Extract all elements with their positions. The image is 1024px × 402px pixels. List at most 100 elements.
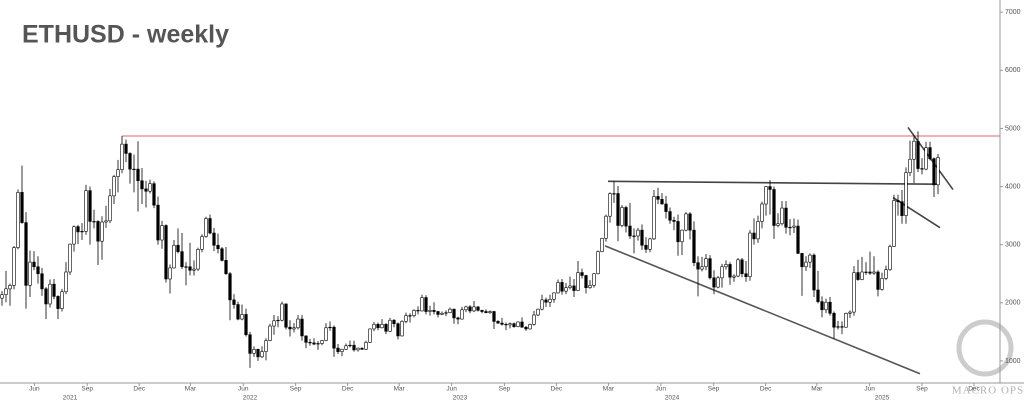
- candle-body: [628, 225, 632, 237]
- candle-body: [44, 288, 48, 305]
- candle-body: [716, 277, 720, 288]
- candle-body: [712, 277, 716, 288]
- candle-body: [408, 315, 412, 317]
- candle-body: [744, 273, 748, 277]
- candle-body: [936, 157, 940, 186]
- candle-body: [136, 168, 140, 182]
- candle-body: [780, 207, 784, 225]
- candle-body: [200, 236, 204, 250]
- candle-body: [324, 327, 328, 341]
- candle-body: [776, 223, 780, 226]
- candle-body: [256, 348, 260, 358]
- candle-body: [640, 229, 644, 246]
- candle-body: [416, 310, 420, 312]
- candle-body: [556, 282, 560, 294]
- candle-body: [484, 311, 488, 313]
- candle-body: [932, 158, 936, 186]
- x-tick-label: Jun: [446, 386, 457, 393]
- candle-body: [928, 147, 932, 159]
- candle-body: [384, 324, 388, 332]
- candle-body: [540, 299, 544, 310]
- candle-body: [28, 261, 32, 286]
- candle-body: [848, 311, 852, 314]
- candle-body: [672, 219, 676, 222]
- candle-body: [188, 266, 192, 271]
- year-label: 2021: [63, 395, 78, 402]
- trend-line: [607, 180, 939, 186]
- x-tick-label: Sep: [916, 386, 928, 393]
- y-tick-label: 2000: [1005, 300, 1021, 307]
- candle-body: [192, 268, 196, 271]
- candle-body: [456, 317, 460, 320]
- y-tick-label: 6000: [1005, 67, 1021, 74]
- candle-body: [428, 310, 432, 312]
- candle-body: [124, 143, 128, 154]
- candle-body: [436, 311, 440, 315]
- candle-body: [524, 326, 528, 330]
- candle-body: [40, 273, 44, 290]
- candle-body: [36, 266, 40, 275]
- candle-body: [840, 326, 844, 328]
- candle-body: [96, 221, 100, 242]
- candle-body: [296, 318, 300, 329]
- candle-body: [808, 254, 812, 263]
- candle-body: [872, 271, 876, 274]
- candle-body: [828, 301, 832, 314]
- candle-body: [488, 311, 492, 313]
- candle-body: [272, 320, 276, 327]
- candle-body: [220, 248, 224, 261]
- candle-body: [332, 326, 336, 349]
- candle-body: [128, 153, 132, 170]
- candle-body: [864, 271, 868, 273]
- candle-body: [412, 310, 416, 316]
- candle-body: [536, 308, 540, 316]
- x-tick-label: Jun: [864, 386, 875, 393]
- candle-body: [300, 318, 304, 337]
- candle-body: [160, 225, 164, 241]
- candle-body: [252, 348, 256, 354]
- candle-body: [796, 225, 800, 254]
- candle-body: [592, 273, 596, 286]
- candle-body: [292, 327, 296, 330]
- candle-body: [760, 203, 764, 222]
- candle-body: [812, 254, 816, 291]
- candle-body: [472, 306, 476, 312]
- candle-body: [100, 221, 104, 242]
- chart-title: ETHUSD - weekly: [22, 21, 229, 49]
- candle-body: [84, 190, 88, 232]
- candle-body: [756, 221, 760, 240]
- candle-body: [280, 303, 284, 321]
- candle-body: [880, 278, 884, 290]
- x-tick-label: Sep: [290, 386, 302, 393]
- candle-body: [24, 222, 28, 286]
- year-label: 2024: [665, 395, 680, 402]
- candle-body: [176, 244, 180, 252]
- candle-body: [600, 237, 604, 252]
- candle-body: [340, 348, 344, 352]
- candle-body: [648, 238, 652, 250]
- candle-body: [908, 158, 912, 173]
- candle-body: [788, 226, 792, 229]
- y-tick-label: 4000: [1005, 183, 1021, 190]
- watermark-text: MACRO OPS: [952, 385, 1024, 397]
- candle-body: [392, 319, 396, 325]
- candle-body: [560, 282, 564, 292]
- y-tick-label: 7000: [1005, 9, 1021, 16]
- candle-body: [180, 251, 184, 268]
- candle-body: [204, 218, 208, 237]
- x-tick-label: Dec: [551, 386, 563, 393]
- candle-body: [564, 287, 568, 292]
- candle-body: [748, 232, 752, 277]
- candle-body: [448, 308, 452, 313]
- candle-body: [664, 203, 668, 212]
- candle-body: [732, 275, 736, 278]
- x-tick-label: Sep: [499, 386, 511, 393]
- x-tick-label: Dec: [968, 386, 980, 393]
- candle-body: [172, 244, 176, 269]
- candle-body: [816, 289, 820, 302]
- x-tick-label: Dec: [342, 386, 354, 393]
- candle-body: [532, 314, 536, 325]
- candle-body: [264, 340, 268, 352]
- candle-body: [76, 226, 80, 233]
